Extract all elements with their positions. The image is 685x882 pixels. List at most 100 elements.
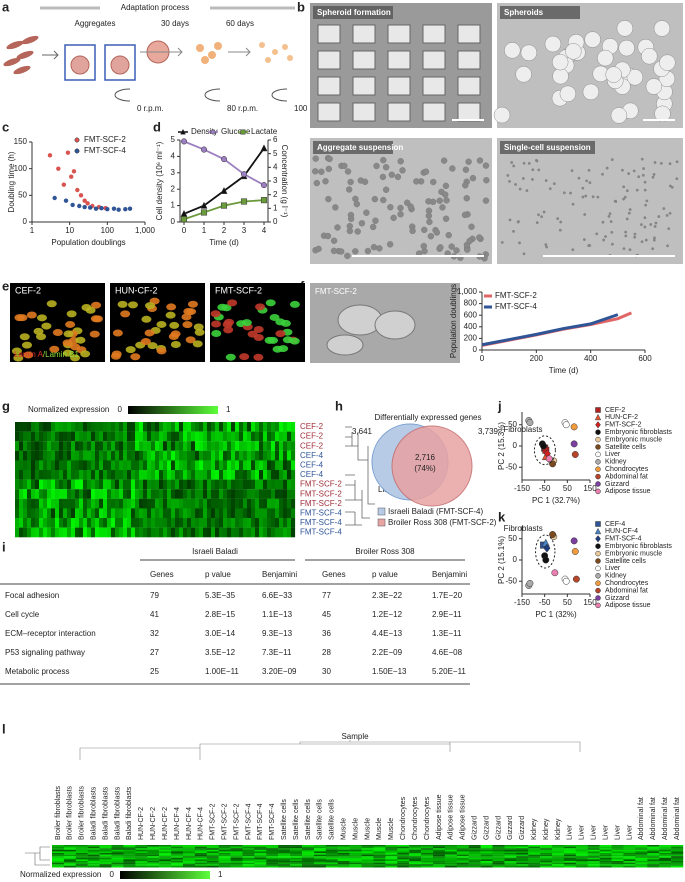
heat-cell (587, 851, 600, 854)
heat-cell (611, 856, 624, 858)
heat-cell (155, 508, 160, 519)
heat-cell (259, 518, 264, 528)
heat-cell (187, 422, 192, 432)
legend-label: Chondrocytes (605, 466, 649, 473)
heat-cell (255, 498, 260, 509)
heat-cell (87, 864, 100, 866)
heat-cell (504, 861, 517, 863)
marker (52, 195, 57, 201)
heat-cell (63, 845, 77, 847)
heat-cell (267, 450, 272, 461)
heat-cell (135, 857, 148, 860)
heat-cell (55, 422, 60, 432)
nucleus (41, 322, 52, 330)
heat-cell (349, 856, 362, 858)
heat-cell (19, 479, 24, 490)
sample-label: Abdominal fat (674, 797, 681, 840)
heat-cell (194, 853, 207, 855)
heat-cell (218, 856, 231, 858)
heat-cell (623, 862, 636, 865)
heat-cell (15, 489, 20, 499)
heat-cell (361, 857, 374, 860)
heat-cell (91, 460, 96, 471)
heat-cell (623, 848, 636, 850)
heat-cell (251, 441, 256, 451)
heat-cell (219, 518, 224, 528)
heat-cell (259, 441, 264, 451)
heat-cell (230, 851, 243, 854)
nucleus (13, 354, 24, 362)
heat-cell (163, 489, 168, 499)
heat-cell (271, 518, 276, 528)
heat-cell (111, 849, 124, 852)
heat-cell (325, 849, 338, 852)
heat-cell (259, 508, 264, 519)
particle (644, 203, 648, 207)
heat-cell (623, 853, 636, 855)
heat-cell (456, 861, 469, 863)
heat-cell (291, 450, 296, 461)
heat-cell (151, 518, 156, 528)
table-cell: Metabolic process (5, 667, 69, 676)
heat-cell (127, 460, 132, 471)
heat-cell (155, 441, 160, 451)
heat-cell (587, 849, 600, 852)
heat-cell (87, 470, 92, 480)
heat-cell (47, 450, 52, 461)
heat-cell (182, 854, 196, 857)
heat-cell (75, 848, 88, 850)
heat-cell (27, 422, 32, 432)
heat-cell (599, 859, 612, 862)
heat-cell (131, 508, 136, 519)
particle (667, 227, 671, 231)
y-tick-label: 5 (171, 135, 176, 144)
heat-cell (87, 441, 92, 451)
heat-cell (659, 853, 672, 855)
heat-cell (283, 470, 288, 480)
heat-cell (59, 498, 64, 509)
heat-cell (155, 527, 160, 538)
particle (626, 69, 644, 86)
heat-cell (163, 518, 168, 528)
heat-cell (107, 431, 112, 442)
heat-cell (291, 527, 296, 538)
heat-cell (87, 857, 100, 860)
marker (595, 429, 601, 435)
heat-cell (397, 846, 410, 849)
heat-cell (171, 527, 176, 538)
particle (425, 212, 433, 219)
heat-cell (127, 441, 132, 451)
heat-cell (107, 518, 112, 528)
heat-cell (31, 450, 36, 461)
heat-cell (127, 489, 132, 499)
sample-label: Baladi fibroblasts (102, 786, 109, 840)
heat-cell (52, 853, 65, 855)
heat-cell (247, 441, 252, 451)
particle (397, 211, 404, 218)
marker (220, 186, 228, 194)
heat-cell (456, 856, 469, 858)
heat-cell (291, 431, 296, 442)
heat-cell (187, 450, 192, 461)
heat-cell (480, 853, 493, 855)
marker (200, 201, 208, 209)
heat-cell (191, 431, 196, 442)
well (457, 24, 481, 44)
heat-cell (421, 848, 434, 850)
heat-cell (179, 479, 184, 490)
heat-cell (263, 441, 268, 451)
heat-cell (349, 849, 362, 852)
heat-cell (135, 853, 148, 855)
heat-cell (575, 861, 588, 863)
heat-cell (409, 845, 422, 847)
heat-cell (266, 865, 279, 868)
heat-cell (55, 527, 60, 538)
particle (483, 177, 490, 184)
legend-label: CEF-2 (605, 407, 625, 414)
particle (643, 216, 647, 220)
heat-cell (516, 864, 529, 866)
heat-cell (83, 479, 88, 490)
heat-cell (87, 862, 100, 865)
heat-cell (528, 862, 541, 865)
sample-label: Liver (602, 824, 609, 840)
